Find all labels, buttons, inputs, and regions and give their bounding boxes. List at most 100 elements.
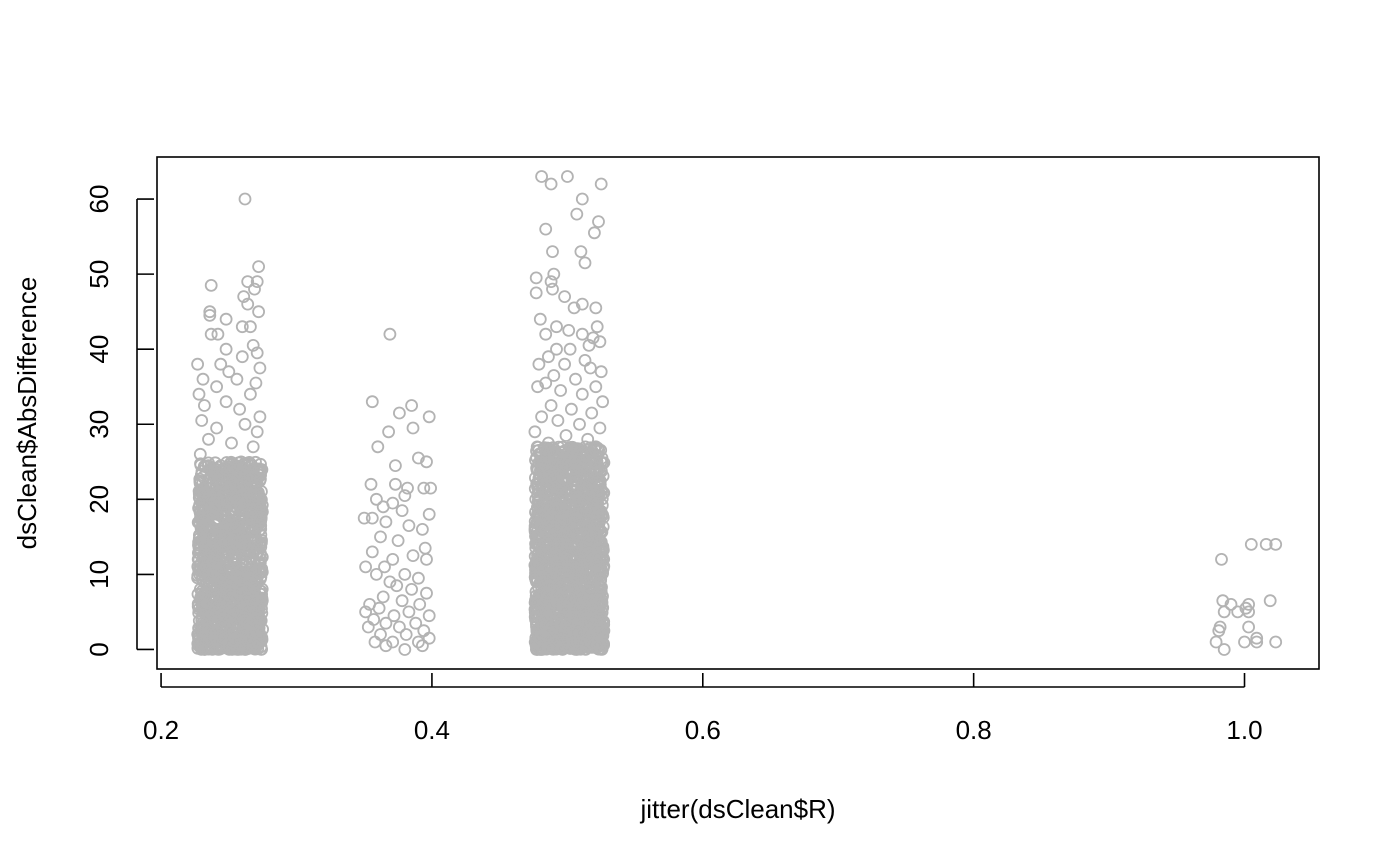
data-point bbox=[596, 508, 610, 522]
data-point bbox=[235, 320, 249, 334]
data-point bbox=[535, 410, 548, 424]
data-point bbox=[208, 515, 222, 529]
data-point bbox=[369, 492, 383, 506]
data-point bbox=[368, 635, 382, 649]
data-point bbox=[251, 606, 265, 619]
data-point bbox=[575, 327, 589, 341]
data-point bbox=[591, 635, 605, 649]
data-point bbox=[254, 585, 268, 598]
data-point bbox=[575, 192, 589, 206]
data-point bbox=[1217, 643, 1231, 656]
data-point bbox=[1215, 553, 1228, 566]
data-point bbox=[206, 553, 220, 567]
data-point bbox=[551, 414, 565, 427]
data-point bbox=[228, 553, 241, 566]
data-point bbox=[535, 170, 548, 183]
plot-frame bbox=[156, 156, 1320, 670]
data-point bbox=[219, 342, 233, 356]
data-point bbox=[372, 601, 386, 615]
data-point bbox=[391, 534, 405, 547]
data-point bbox=[214, 357, 228, 371]
data-point bbox=[559, 429, 573, 442]
data-point bbox=[536, 459, 549, 472]
data-point bbox=[561, 170, 574, 183]
data-point bbox=[374, 530, 387, 544]
data-point bbox=[585, 406, 599, 420]
data-point bbox=[592, 443, 606, 457]
data-point bbox=[229, 523, 243, 536]
data-point bbox=[247, 461, 261, 475]
data-point bbox=[420, 455, 433, 469]
data-point bbox=[576, 587, 589, 601]
data-point bbox=[1242, 620, 1255, 634]
data-point bbox=[365, 395, 379, 409]
data-point bbox=[588, 455, 601, 469]
data-point bbox=[248, 581, 262, 595]
data-point bbox=[392, 620, 406, 634]
data-point bbox=[553, 478, 566, 492]
data-point bbox=[582, 531, 595, 545]
data-point bbox=[411, 451, 425, 465]
data-point bbox=[223, 481, 237, 495]
data-point bbox=[589, 380, 603, 394]
data-point bbox=[566, 637, 580, 651]
data-point bbox=[592, 215, 605, 229]
data-point bbox=[219, 551, 233, 564]
data-point bbox=[1217, 605, 1231, 619]
x-tick-label: 0.4 bbox=[414, 715, 450, 745]
data-point bbox=[229, 481, 243, 495]
y-tick-label: 20 bbox=[84, 485, 114, 514]
data-point bbox=[596, 567, 609, 580]
data-point bbox=[542, 436, 555, 450]
data-point bbox=[576, 627, 589, 641]
data-point bbox=[546, 479, 560, 493]
data-point bbox=[388, 459, 402, 473]
data-point bbox=[582, 338, 596, 352]
data-point bbox=[382, 425, 396, 439]
data-point bbox=[540, 494, 554, 508]
data-point bbox=[235, 525, 249, 539]
data-point bbox=[582, 490, 596, 504]
data-point bbox=[364, 477, 378, 491]
data-point bbox=[539, 222, 553, 236]
data-point bbox=[252, 462, 266, 476]
data-point bbox=[246, 564, 260, 577]
data-point bbox=[570, 626, 583, 640]
data-point bbox=[207, 578, 221, 592]
data-point bbox=[562, 323, 576, 337]
data-point bbox=[594, 365, 608, 379]
data-point bbox=[223, 596, 236, 610]
data-point bbox=[379, 616, 393, 630]
data-point bbox=[546, 584, 560, 597]
data-point bbox=[378, 560, 391, 574]
data-point bbox=[1242, 605, 1255, 619]
data-point bbox=[191, 628, 205, 641]
data-point bbox=[566, 478, 579, 491]
data-point bbox=[576, 465, 589, 479]
data-point bbox=[422, 631, 436, 645]
data-point bbox=[590, 320, 604, 334]
data-point bbox=[534, 547, 548, 561]
data-point bbox=[590, 521, 604, 535]
y-tick-label: 40 bbox=[84, 335, 114, 364]
data-point bbox=[196, 501, 210, 515]
data-point bbox=[574, 245, 588, 259]
data-point bbox=[216, 543, 230, 556]
data-point bbox=[1263, 594, 1277, 608]
data-point bbox=[575, 387, 589, 401]
data-point bbox=[192, 387, 206, 401]
data-point bbox=[593, 570, 607, 583]
data-point bbox=[406, 549, 420, 562]
data-point bbox=[253, 410, 267, 424]
data-point bbox=[203, 308, 217, 322]
data-point bbox=[386, 635, 400, 649]
data-point bbox=[413, 598, 427, 611]
data-point bbox=[559, 455, 572, 469]
data-point bbox=[203, 305, 217, 319]
data-point bbox=[593, 535, 607, 549]
data-point bbox=[531, 529, 545, 543]
data-point bbox=[591, 578, 605, 591]
data-point bbox=[388, 477, 402, 491]
data-point bbox=[589, 528, 603, 541]
data-point bbox=[201, 459, 215, 473]
